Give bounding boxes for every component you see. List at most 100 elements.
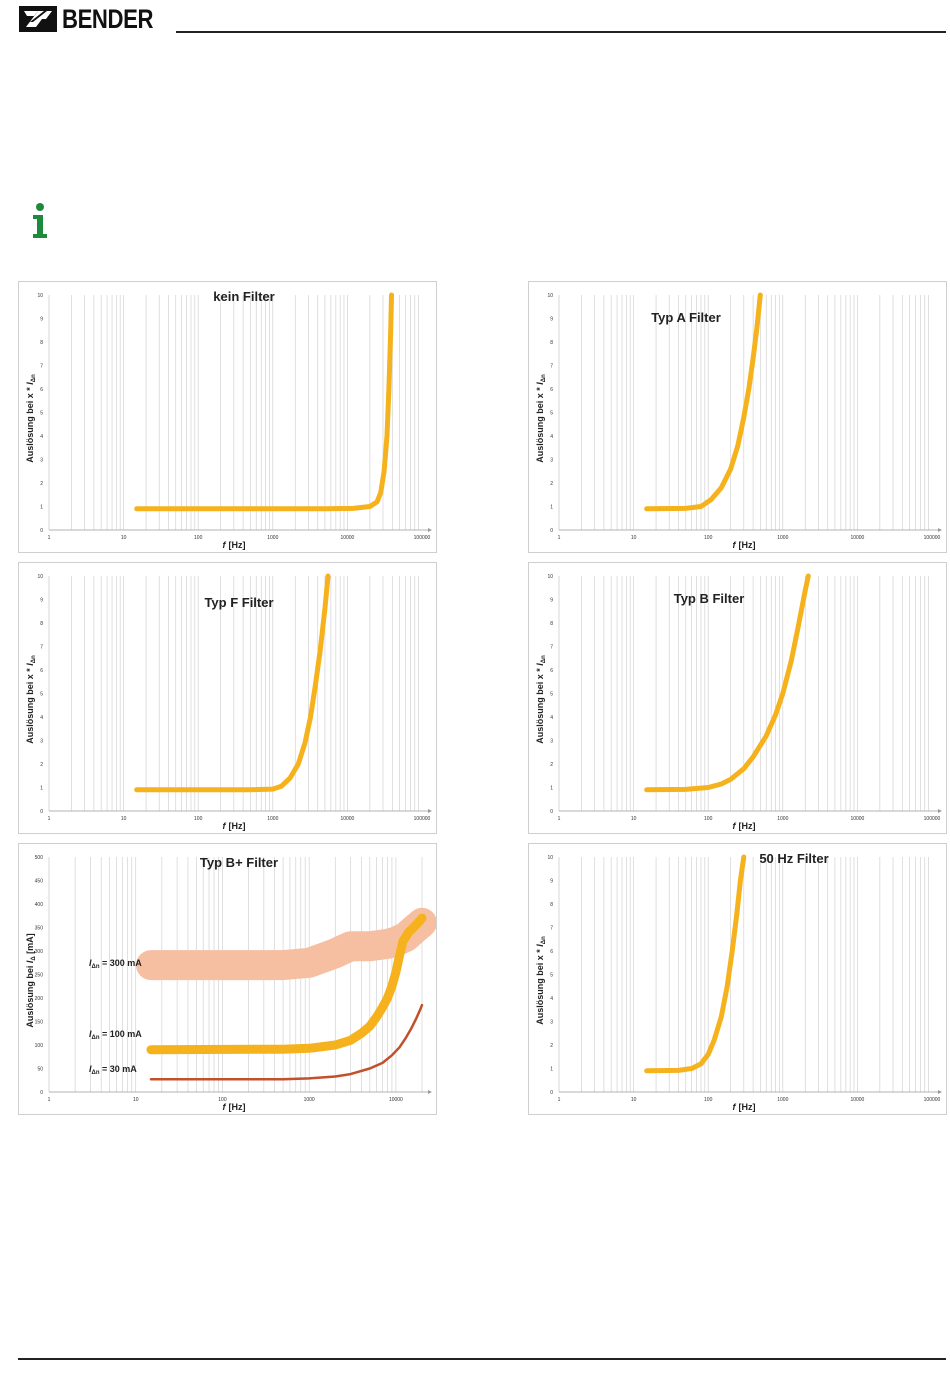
x-tick-label: 10: [121, 535, 127, 541]
x-tick-label: 100: [704, 816, 713, 822]
y-tick-label: 0: [550, 528, 553, 534]
x-tick-label: 1000: [777, 535, 788, 541]
y-tick-label: 8: [40, 340, 43, 346]
chart-title: Typ B Filter: [674, 591, 745, 606]
y-tick-label: 7: [550, 645, 553, 651]
y-axis-label: Auslösung bei x * IΔn: [25, 374, 37, 463]
x-axis-label: f [Hz]: [733, 821, 756, 831]
y-tick-label: 2: [550, 1043, 553, 1049]
chart-title: Typ B+ Filter: [200, 855, 278, 870]
y-tick-label: 9: [550, 317, 553, 323]
y-tick-label: 2: [40, 762, 43, 768]
y-tick-label: 8: [40, 621, 43, 627]
y-axis-label: Auslösung bei x * IΔn: [535, 374, 547, 463]
x-tick-label: 10000: [340, 535, 354, 541]
x-axis-arrow: [428, 809, 432, 813]
y-tick-label: 450: [35, 879, 44, 885]
y-tick-label: 5: [550, 411, 553, 417]
y-tick-label: 3: [40, 458, 43, 464]
x-axis-arrow: [428, 528, 432, 532]
chart-panel-50hz-filter: 1 10 100 1000 10000 100000 0 1 2 3 4 5 6 7 8 9 10 f [Hz] Au…: [528, 843, 947, 1115]
y-tick-label: 2: [550, 481, 553, 487]
chart-panel-typ-f-filter: 1 10 100 1000 10000 100000 0 1 2 3 4 5 6 7 8 9 10 f [Hz] Au…: [18, 562, 437, 834]
y-tick-label: 10: [37, 574, 43, 580]
series-line-2: [149, 1003, 424, 1081]
y-tick-label: 0: [550, 1090, 553, 1096]
y-tick-label: 10: [547, 574, 553, 580]
series-line-1: [146, 913, 427, 1055]
y-tick-label: 6: [40, 387, 43, 393]
chart-title: 50 Hz Filter: [759, 851, 828, 866]
y-tick-label: 100: [35, 1043, 44, 1049]
y-tick-label: 5: [550, 973, 553, 979]
x-tick-label: 10000: [850, 816, 864, 822]
chart-panel-kein-filter: 1 10 100 1000 10000 100000 0 1 2 3 4 5 6 7 8 9 10 f [Hz] Au…: [18, 281, 437, 553]
y-tick-label: 1: [550, 1067, 553, 1073]
y-tick-label: 4: [550, 715, 553, 721]
x-tick-label: 100000: [924, 816, 941, 822]
y-tick-label: 3: [550, 739, 553, 745]
y-tick-label: 1: [550, 786, 553, 792]
x-tick-label: 1000: [267, 535, 278, 541]
y-tick-label: 6: [550, 668, 553, 674]
y-tick-label: 10: [547, 293, 553, 299]
x-axis-label: f [Hz]: [223, 1102, 246, 1112]
x-axis-label: f [Hz]: [223, 540, 246, 550]
y-tick-label: 6: [550, 387, 553, 393]
x-tick-label: 1: [558, 816, 561, 822]
y-tick-label: 10: [547, 855, 553, 861]
y-tick-label: 500: [35, 855, 44, 861]
y-tick-label: 5: [40, 692, 43, 698]
x-tick-label: 10: [631, 535, 637, 541]
y-tick-label: 2: [40, 481, 43, 487]
x-tick-label: 10: [631, 1097, 637, 1103]
y-tick-label: 50: [37, 1067, 43, 1073]
y-tick-label: 3: [550, 458, 553, 464]
x-axis-arrow: [938, 1090, 942, 1094]
x-tick-label: 10: [121, 816, 127, 822]
x-axis-arrow: [938, 809, 942, 813]
x-tick-label: 10000: [340, 816, 354, 822]
x-tick-label: 100: [704, 1097, 713, 1103]
x-tick-label: 100: [218, 1097, 227, 1103]
x-tick-label: 1: [558, 535, 561, 541]
x-tick-label: 1000: [304, 1097, 315, 1103]
y-tick-label: 7: [550, 364, 553, 370]
y-tick-label: 300: [35, 949, 44, 955]
y-tick-label: 1: [550, 505, 553, 511]
y-tick-label: 3: [40, 739, 43, 745]
y-tick-label: 4: [550, 434, 553, 440]
x-tick-label: 100: [194, 816, 203, 822]
y-axis-label: Auslösung bei x * IΔn: [25, 655, 37, 744]
y-tick-label: 9: [550, 879, 553, 885]
chart-title: kein Filter: [213, 289, 274, 304]
chart-panel-typ-a-filter: 1 10 100 1000 10000 100000 0 1 2 3 4 5 6 7 8 9 10 f [Hz] Au…: [528, 281, 947, 553]
y-axis-label: Auslösung bei IΔ [mA]: [25, 933, 37, 1027]
y-tick-label: 9: [550, 598, 553, 604]
y-tick-label: 0: [40, 1090, 43, 1096]
series-label: IΔn = 300 mA: [89, 958, 142, 970]
y-tick-label: 1: [40, 505, 43, 511]
x-tick-label: 1000: [777, 1097, 788, 1103]
series-line: [644, 573, 811, 793]
series-line: [134, 292, 394, 512]
y-axis-label: Auslösung bei x * IΔn: [535, 655, 547, 744]
footer-rule: [18, 1358, 946, 1360]
x-tick-label: 10: [631, 816, 637, 822]
y-tick-label: 400: [35, 902, 44, 908]
y-tick-label: 6: [550, 949, 553, 955]
y-tick-label: 150: [35, 1020, 44, 1026]
y-tick-label: 6: [40, 668, 43, 674]
x-axis-label: f [Hz]: [733, 540, 756, 550]
series-line: [644, 292, 763, 512]
x-tick-label: 10000: [850, 1097, 864, 1103]
series-label: IΔn = 30 mA: [89, 1064, 137, 1076]
x-axis-arrow: [938, 528, 942, 532]
x-axis-arrow: [428, 1090, 432, 1094]
chart-typ-b-plus-filter: 1 10 100 1000 10000 0 50 100 150 200 250 300 350 400 4…: [25, 855, 436, 1112]
y-tick-label: 3: [550, 1020, 553, 1026]
y-tick-label: 9: [40, 598, 43, 604]
y-tick-label: 250: [35, 973, 44, 979]
y-tick-label: 5: [40, 411, 43, 417]
